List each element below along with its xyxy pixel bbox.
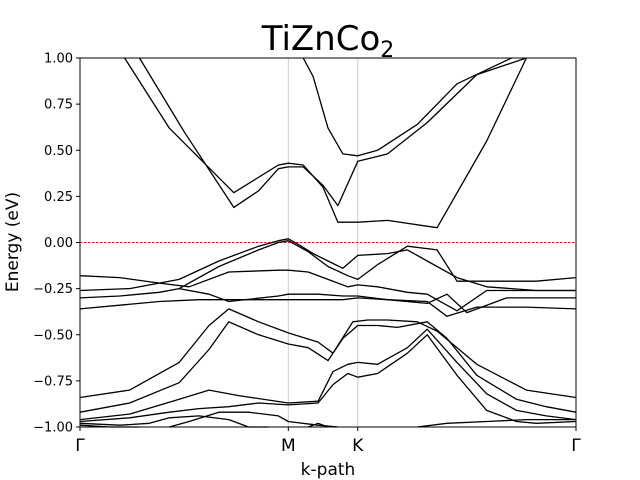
y-axis-ticks: −1.00 −0.75 −0.50 −0.25 0.00 0.25 0.50 0.75 1.00	[33, 52, 80, 436]
band-line-2	[138, 57, 527, 209]
y-axis-label: Energy (eV)	[3, 192, 23, 292]
band-line-5	[79, 238, 576, 292]
band-line-8	[79, 297, 577, 317]
band-line-13	[79, 415, 269, 428]
x-axis-label: k-path	[301, 460, 356, 480]
k-point-label: Γ	[571, 436, 581, 456]
y-tick-label: 0.50	[44, 144, 73, 159]
k-point-label: K	[352, 436, 364, 456]
band-line-9	[79, 308, 577, 399]
band-lines	[79, 57, 577, 428]
band-line-17	[417, 418, 576, 428]
band-line-1	[124, 57, 527, 229]
k-point-lines	[287, 58, 359, 427]
band-line-16	[307, 422, 329, 428]
y-tick-label: 0.00	[44, 236, 73, 251]
k-point-label: M	[281, 436, 296, 456]
band-line-10	[79, 321, 577, 413]
y-tick-label: −0.25	[33, 282, 73, 297]
band-line-4	[178, 240, 577, 290]
band-line-6	[79, 269, 576, 312]
y-tick-label: 0.25	[44, 190, 73, 205]
y-tick-label: −0.75	[33, 374, 73, 389]
y-tick-label: 1.00	[44, 52, 73, 67]
band-line-3	[302, 57, 512, 157]
band-line-12	[79, 334, 577, 424]
k-point-label: Γ	[75, 436, 85, 456]
y-tick-label: 0.75	[44, 98, 73, 113]
band-line-11	[79, 328, 577, 421]
band-line-7	[79, 287, 576, 314]
chart-title: TiZnCo2	[261, 19, 395, 63]
y-tick-label: −1.00	[33, 421, 73, 436]
y-tick-label: −0.50	[33, 328, 73, 343]
